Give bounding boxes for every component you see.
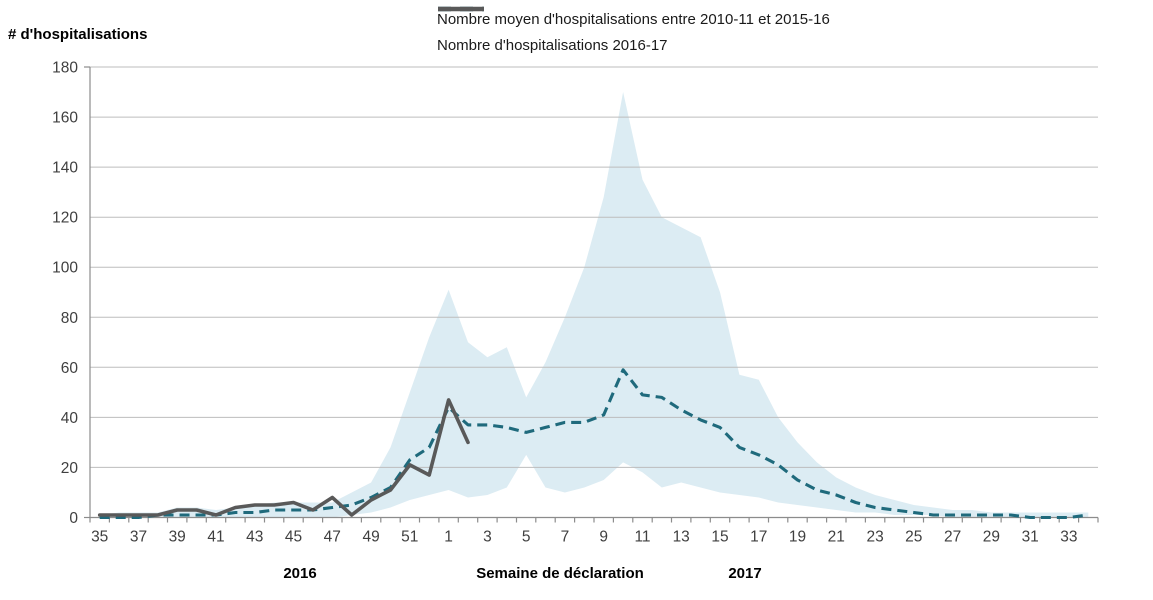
svg-text:11: 11 xyxy=(634,529,650,546)
svg-text:0: 0 xyxy=(69,510,78,527)
legend-item-current: Nombre d'hospitalisations 2016-17 xyxy=(437,6,830,58)
svg-text:40: 40 xyxy=(61,410,79,427)
x-tick-labels: 35 37 39 41 43 45 47 49 51 1 3 5 7 9 11 13 15 17 19 21 23 25 2… xyxy=(91,529,1077,546)
x-axis-title: Semaine de déclaration xyxy=(476,565,644,582)
legend-label-current: Nombre d'hospitalisations 2016-17 xyxy=(437,36,668,54)
svg-text:5: 5 xyxy=(522,529,531,546)
svg-text:140: 140 xyxy=(52,160,78,177)
svg-text:41: 41 xyxy=(207,529,224,546)
svg-text:7: 7 xyxy=(561,529,570,546)
svg-text:20: 20 xyxy=(61,460,79,477)
legend-label-average: Nombre moyen d'hospitalisations entre 20… xyxy=(437,10,830,28)
svg-text:29: 29 xyxy=(983,529,1000,546)
min-max-band xyxy=(99,92,1089,518)
svg-text:49: 49 xyxy=(362,529,379,546)
y-tick-labels: 0 20 40 60 80 100 120 140 160 180 xyxy=(52,60,78,528)
axes xyxy=(84,66,1099,523)
svg-text:35: 35 xyxy=(91,529,108,546)
svg-text:31: 31 xyxy=(1022,529,1039,546)
series-solid-line xyxy=(97,398,470,517)
x-axis-year-2016: 2016 xyxy=(283,565,317,582)
svg-text:19: 19 xyxy=(789,529,806,546)
svg-text:25: 25 xyxy=(905,529,922,546)
svg-text:80: 80 xyxy=(61,310,79,327)
svg-text:37: 37 xyxy=(130,529,147,546)
chart-legend: Nombre moyen d'hospitalisations entre 20… xyxy=(437,6,830,58)
svg-text:180: 180 xyxy=(52,60,78,77)
x-axis-year-2017: 2017 xyxy=(728,565,762,582)
svg-text:51: 51 xyxy=(401,529,418,546)
svg-text:43: 43 xyxy=(246,529,263,546)
svg-text:13: 13 xyxy=(673,529,690,546)
svg-text:15: 15 xyxy=(711,529,728,546)
legend-item-average: Nombre moyen d'hospitalisations entre 20… xyxy=(437,6,830,32)
series-dashed-line xyxy=(99,368,1089,520)
svg-text:100: 100 xyxy=(52,260,78,277)
svg-text:45: 45 xyxy=(285,529,302,546)
svg-text:17: 17 xyxy=(750,529,767,546)
svg-text:23: 23 xyxy=(866,529,883,546)
svg-text:1: 1 xyxy=(444,529,453,546)
svg-text:9: 9 xyxy=(599,529,608,546)
svg-text:47: 47 xyxy=(324,529,341,546)
svg-text:39: 39 xyxy=(169,529,186,546)
y-axis-title: # d'hospitalisations xyxy=(8,26,148,43)
svg-text:21: 21 xyxy=(828,529,845,546)
svg-text:120: 120 xyxy=(52,210,78,227)
svg-text:33: 33 xyxy=(1060,529,1077,546)
svg-text:60: 60 xyxy=(61,360,79,377)
svg-text:3: 3 xyxy=(483,529,492,546)
gridlines xyxy=(90,66,1098,468)
svg-text:27: 27 xyxy=(944,529,961,546)
svg-text:160: 160 xyxy=(52,110,78,127)
solid-line-icon xyxy=(438,6,484,12)
